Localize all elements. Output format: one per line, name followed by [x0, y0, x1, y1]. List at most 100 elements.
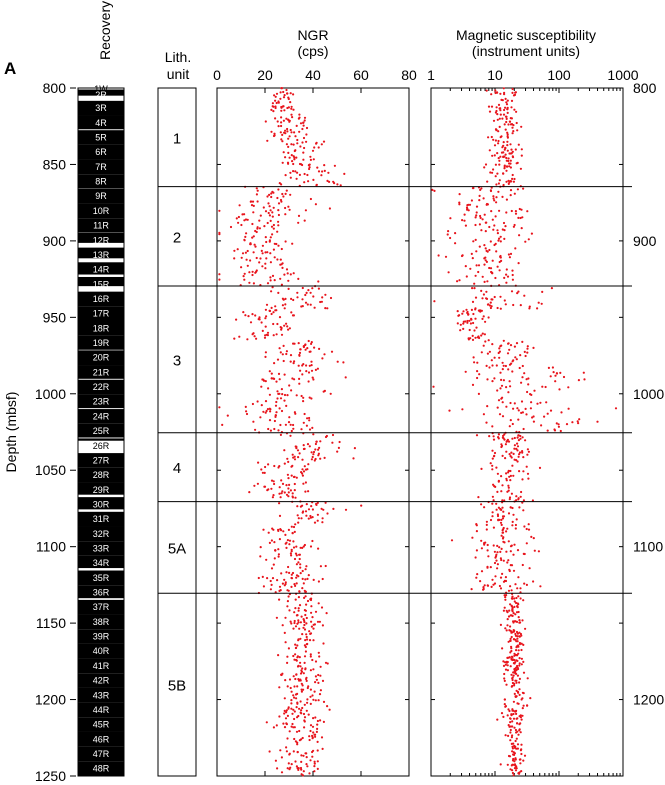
data-point: [314, 735, 317, 738]
data-point: [251, 273, 254, 277]
data-point: [326, 662, 329, 665]
data-point: [295, 697, 298, 700]
data-point: [511, 595, 514, 598]
data-point: [321, 577, 324, 581]
data-point: [292, 162, 295, 166]
data-point: [287, 589, 290, 592]
data-point: [324, 307, 327, 310]
data-point: [513, 682, 516, 685]
data-point: [281, 192, 284, 196]
data-point: [515, 717, 518, 720]
data-point: [326, 179, 329, 182]
data-point: [268, 214, 271, 217]
data-point: [251, 313, 254, 316]
data-point: [260, 321, 263, 324]
data-point: [506, 527, 509, 530]
data-point: [523, 372, 526, 375]
data-point: [291, 571, 295, 575]
data-point: [278, 347, 281, 350]
data-point: [312, 717, 315, 720]
data-point: [285, 88, 288, 92]
data-point: [509, 717, 512, 720]
data-point: [289, 101, 292, 104]
data-point: [524, 439, 527, 442]
data-point: [302, 447, 305, 451]
data-point: [526, 472, 530, 475]
data-point: [282, 105, 285, 108]
data-point: [298, 604, 302, 607]
data-point: [282, 359, 285, 363]
data-point: [515, 342, 519, 345]
data-point: [309, 653, 312, 656]
data-point: [503, 594, 506, 597]
data-point: [287, 421, 291, 424]
data-point: [313, 762, 316, 765]
data-point: [512, 674, 515, 677]
data-point: [508, 256, 511, 259]
recovery-core-bar: [78, 629, 124, 644]
data-point: [277, 372, 281, 375]
data-point: [515, 709, 518, 712]
data-point: [510, 177, 514, 180]
data-point: [519, 762, 522, 765]
data-point: [301, 141, 304, 144]
data-point: [433, 189, 436, 192]
data-point: [522, 456, 525, 459]
data-point: [271, 286, 274, 289]
data-point: [316, 723, 319, 726]
data-point: [500, 259, 503, 262]
recovery-core-bar: [78, 247, 124, 259]
data-point: [291, 495, 294, 498]
data-point: [289, 273, 292, 276]
data-point: [485, 528, 488, 531]
data-point: [286, 539, 289, 542]
recovery-core-bar: [78, 350, 124, 366]
data-point: [509, 550, 512, 553]
data-point: [258, 219, 261, 222]
data-point: [507, 157, 510, 160]
data-point: [449, 217, 452, 220]
data-point: [317, 287, 320, 290]
data-point: [293, 611, 296, 614]
data-point: [283, 709, 286, 713]
data-point: [528, 567, 531, 570]
data-point: [290, 585, 293, 589]
data-point: [294, 646, 297, 650]
data-point: [277, 213, 280, 217]
data-point: [446, 233, 449, 236]
data-point: [522, 643, 525, 647]
recovery-core-label: 4R: [95, 118, 107, 128]
data-point: [297, 561, 300, 564]
data-point: [513, 597, 516, 600]
data-point: [527, 523, 530, 526]
data-point: [471, 187, 475, 190]
data-point: [290, 525, 293, 528]
data-point: [485, 89, 488, 92]
data-point: [300, 768, 303, 771]
data-point: [503, 433, 506, 436]
data-point: [503, 237, 506, 240]
data-point: [516, 188, 520, 191]
data-point: [256, 227, 259, 230]
data-point: [492, 228, 495, 231]
data-point: [510, 673, 513, 676]
data-point: [509, 625, 512, 628]
data-point: [496, 113, 499, 116]
data-point: [499, 623, 502, 627]
data-point: [515, 499, 518, 502]
recovery-core-label: 12R: [93, 235, 110, 245]
data-point: [510, 605, 514, 608]
data-point: [276, 258, 279, 261]
data-point: [289, 489, 292, 492]
data-point: [583, 378, 586, 381]
data-point: [513, 108, 516, 111]
data-point: [307, 490, 310, 493]
data-point: [280, 529, 283, 532]
data-point: [514, 356, 517, 359]
data-point: [274, 759, 277, 762]
data-point: [352, 457, 355, 460]
data-point: [263, 471, 266, 474]
ngr-title-line1: NGR: [297, 27, 328, 43]
data-point: [281, 161, 284, 164]
data-point: [512, 569, 516, 572]
